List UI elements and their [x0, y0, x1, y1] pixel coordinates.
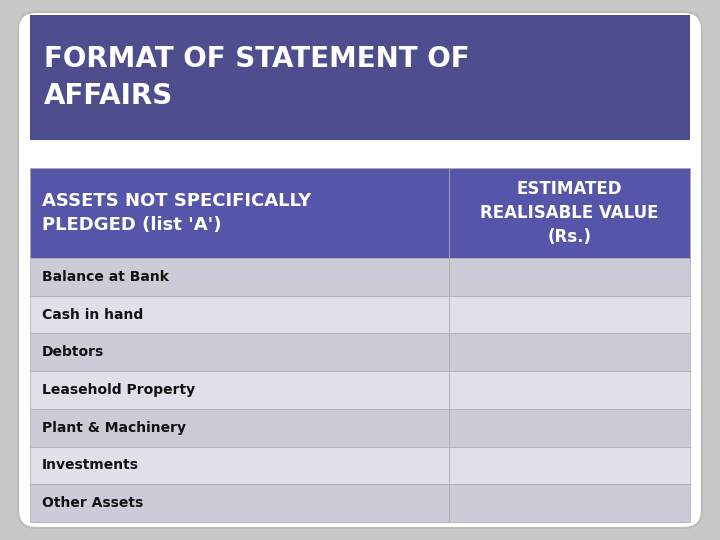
- Bar: [30, 409, 449, 447]
- Bar: [30, 258, 449, 296]
- Bar: [449, 409, 690, 447]
- Bar: [449, 371, 690, 409]
- Bar: [30, 333, 449, 371]
- Text: Cash in hand: Cash in hand: [42, 308, 143, 322]
- Bar: [449, 296, 690, 333]
- Bar: [30, 296, 449, 333]
- Text: Balance at Bank: Balance at Bank: [42, 270, 169, 284]
- Bar: [30, 15, 690, 140]
- Bar: [30, 484, 449, 522]
- Bar: [449, 258, 690, 296]
- Bar: [449, 484, 690, 522]
- Bar: [449, 168, 690, 258]
- Text: Debtors: Debtors: [42, 345, 104, 359]
- Bar: [449, 447, 690, 484]
- Bar: [449, 333, 690, 371]
- FancyBboxPatch shape: [18, 12, 702, 528]
- Text: FORMAT OF STATEMENT OF
AFFAIRS: FORMAT OF STATEMENT OF AFFAIRS: [44, 45, 469, 110]
- Bar: [30, 447, 449, 484]
- Bar: [30, 371, 449, 409]
- Text: Investments: Investments: [42, 458, 139, 472]
- Text: ESTIMATED
REALISABLE VALUE
(Rs.): ESTIMATED REALISABLE VALUE (Rs.): [480, 180, 659, 246]
- Bar: [30, 168, 449, 258]
- Text: Plant & Machinery: Plant & Machinery: [42, 421, 186, 435]
- Text: Other Assets: Other Assets: [42, 496, 143, 510]
- Text: ASSETS NOT SPECIFICALLY
PLEDGED (list 'A'): ASSETS NOT SPECIFICALLY PLEDGED (list 'A…: [42, 192, 311, 234]
- Text: Leasehold Property: Leasehold Property: [42, 383, 195, 397]
